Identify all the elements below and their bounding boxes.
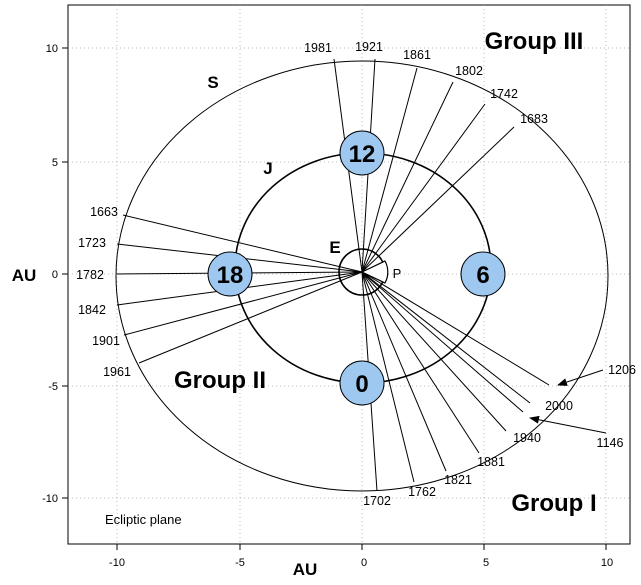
jupiter-position-label: 12 [349,141,376,168]
y-tick-label: 5 [52,157,58,169]
year-label: 1881 [477,455,505,469]
jupiter-label: J [263,159,272,178]
callout-arrow-1146 [529,415,607,434]
year-label: 1802 [455,64,483,78]
y-tick-label: 0 [52,269,58,281]
y-tick-label: -10 [42,493,58,505]
x-tick-label: -10 [109,557,125,569]
year-label: 1146 [597,436,624,450]
perihelion-marker [360,260,389,284]
x-tick-label: -5 [235,557,245,569]
year-label: 1782 [76,268,104,282]
group3-title: Group III [485,28,584,55]
earth-label: E [329,238,340,257]
saturn-label: S [207,73,218,92]
x-tick-label: 0 [361,557,367,569]
grid [68,5,630,544]
y-axis-label: AU [12,266,37,285]
year-label: 1921 [355,40,383,54]
year-label: 1961 [103,365,131,379]
ecliptic-plane-label: Ecliptic plane [105,512,182,527]
group2-title: Group II [174,367,266,394]
year-label: 1842 [78,303,106,317]
perihelion-label: P [393,266,402,281]
year-label: 2000 [545,399,573,413]
year-label: 1981 [304,41,332,55]
x-tick-label: 5 [483,557,489,569]
group3-sightlines [333,58,515,273]
jupiter-position-12: 12 [339,130,385,176]
year-label: 1940 [513,431,541,445]
year-label: 1206 [608,363,636,377]
year-label: 1742 [490,87,518,101]
jupiter-position-label: 0 [355,371,368,398]
year-label: 1702 [363,494,391,508]
jupiter-position-18: 18 [207,251,253,297]
y-tick-label: -5 [48,381,58,393]
y-tick-label: 10 [46,43,58,55]
tick-marks [62,47,607,550]
x-tick-labels: -10 -5 0 5 10 [109,557,613,569]
callout-arrow-1206 [557,369,604,386]
x-axis-label: AU [293,560,318,579]
jupiter-position-label: 6 [476,262,489,289]
year-label: 1762 [408,485,436,499]
y-tick-labels: 10 5 0 -5 -10 [42,43,58,505]
year-label: 1861 [403,48,431,62]
year-label: 1683 [520,112,548,126]
year-label: 1821 [444,473,472,487]
x-tick-label: 10 [601,557,613,569]
plot-frame [67,4,631,545]
group1-sightlines [361,271,550,492]
jupiter-position-label: 18 [217,262,244,289]
year-label: 1901 [92,334,120,348]
jupiter-position-6: 6 [460,251,506,297]
year-label: 1723 [78,236,106,250]
group1-title: Group I [511,490,596,517]
jupiter-position-0: 0 [339,360,385,406]
saturn-orbit [115,60,609,492]
year-label: 1663 [90,205,118,219]
